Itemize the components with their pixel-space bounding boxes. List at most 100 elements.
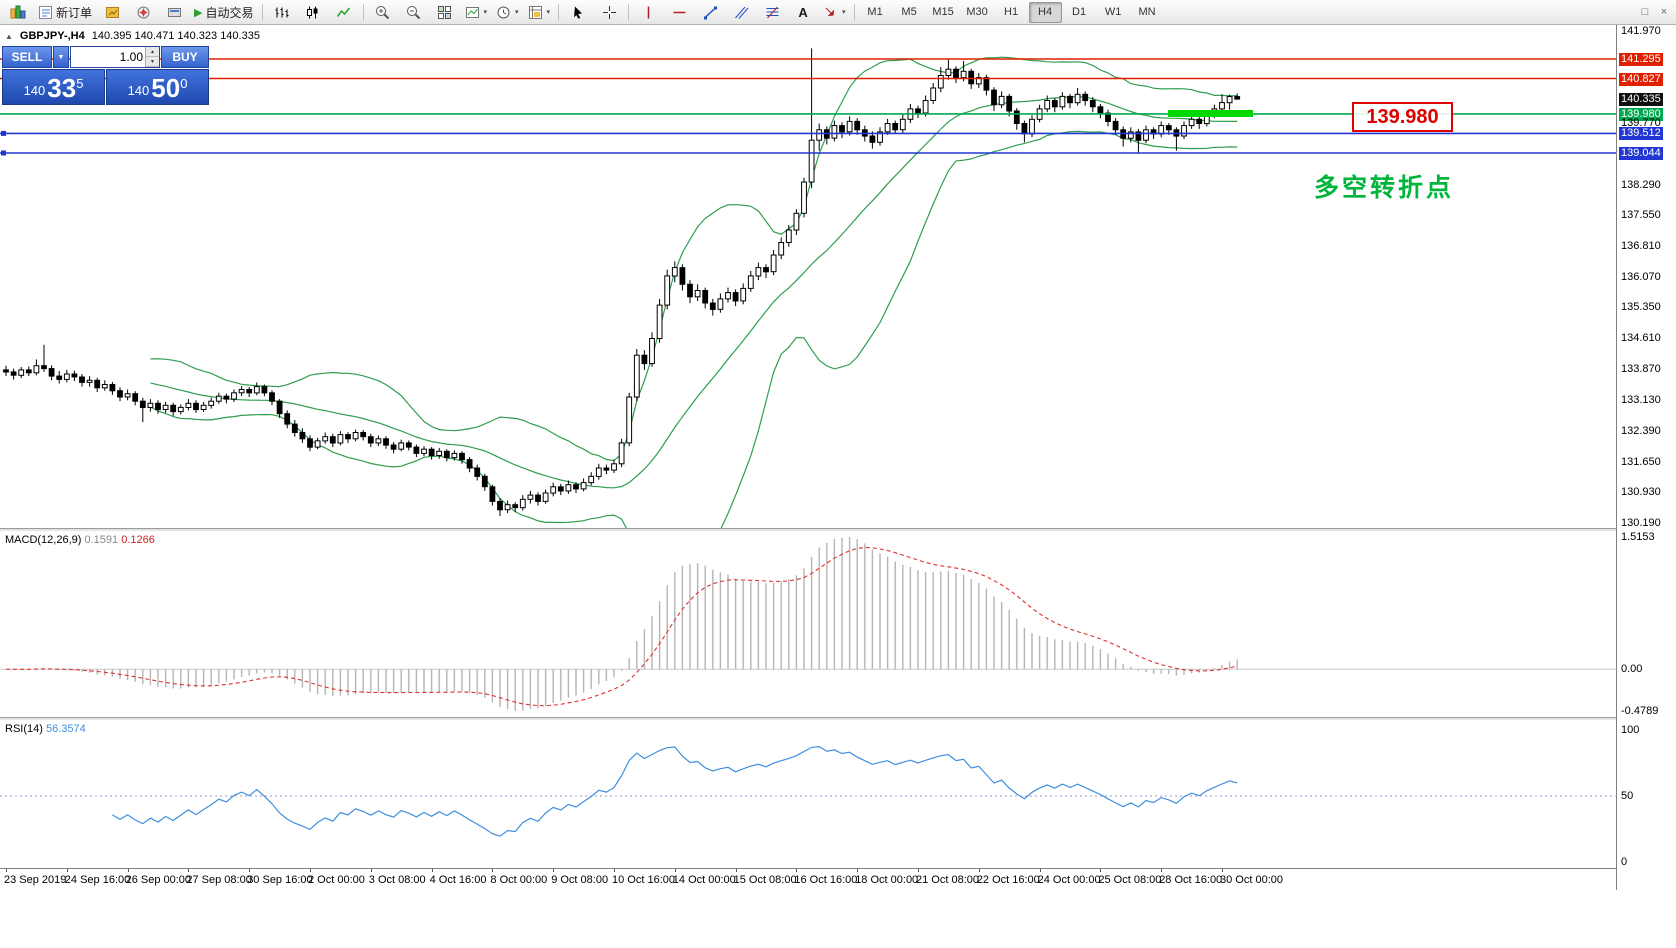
sell-price-big: 33 [47, 73, 77, 103]
time-axis[interactable]: 23 Sep 2019 24 Sep 16:00 26 Sep 00:00 27 Se… [0, 868, 1616, 890]
time-tick [1161, 869, 1163, 872]
timeframe-button-m15[interactable]: M15 [932, 6, 954, 18]
volume-dropdown-icon[interactable]: ▼ [53, 46, 69, 68]
channel-button[interactable] [726, 1, 756, 24]
timeframe-button-m1[interactable]: M1 [867, 6, 883, 18]
axis-label: 137.550 [1621, 209, 1661, 222]
text-button[interactable]: A [798, 4, 808, 20]
rsi-canvas[interactable] [0, 720, 1616, 868]
toolbar-separator [261, 3, 263, 21]
toolbar-separator [362, 3, 364, 21]
one-click-trading-panel: SELL ▼ ▲ ▼ BUY 140 33 5 140 50 0 [2, 46, 209, 105]
line-chart-button[interactable] [329, 1, 359, 24]
toolbar-separator [558, 3, 560, 21]
price-chart-canvas[interactable] [0, 25, 1616, 528]
vertical-line-icon [647, 6, 649, 18]
buy-price-display[interactable]: 140 50 0 [106, 69, 209, 105]
auto-trading-label: 自动交易 [205, 5, 254, 20]
axis-label: 0.00 [1621, 663, 1643, 676]
window-restore-icon[interactable]: □ [1641, 6, 1649, 18]
axis-label: 135.350 [1621, 301, 1661, 314]
timeframe-button-w1[interactable]: W1 [1104, 6, 1122, 18]
sell-button[interactable]: SELL [2, 46, 52, 68]
trendline-button[interactable] [695, 1, 725, 24]
volume-input[interactable] [71, 47, 145, 67]
horizontal-line-button[interactable] [664, 1, 694, 24]
volume-down-icon[interactable]: ▼ [146, 57, 159, 67]
navigator-button[interactable] [128, 1, 158, 24]
blue-axis-label: 139.512 [1619, 127, 1663, 141]
pane-divider[interactable] [0, 717, 1676, 720]
time-tick [492, 869, 494, 872]
rsi-value: 56.3574 [45, 723, 86, 735]
red-axis-label: 140.827 [1619, 72, 1663, 86]
new-order-label: 新订单 [56, 5, 93, 20]
candlestick-chart-button[interactable] [298, 1, 328, 24]
new-order-button[interactable]: 新订单 [34, 1, 96, 24]
buy-price-sup: 0 [180, 76, 188, 91]
time-axis-label: 23 Sep 2019 [4, 874, 67, 886]
crosshair-button[interactable] [594, 1, 624, 24]
play-icon: ▶ [194, 6, 203, 19]
macd-canvas[interactable] [0, 531, 1616, 717]
auto-trading-button[interactable]: ▶ 自动交易 [190, 1, 257, 24]
timeframe-button-m5[interactable]: M5 [901, 6, 917, 18]
price-axis-column[interactable]: 141.970 141.295 140.827 140.335 139.980 139.7… [1616, 25, 1676, 890]
arrow-tool-icon [825, 7, 835, 16]
sell-price-display[interactable]: 140 33 5 [2, 69, 105, 105]
time-tick [370, 869, 372, 872]
axis-label: -0.4789 [1621, 705, 1659, 717]
time-tick [249, 869, 251, 872]
time-tick [918, 869, 919, 872]
arrow-tools-button[interactable]: ▾ [819, 1, 850, 24]
dropdown-icon: ▾ [842, 9, 846, 16]
volume-stepper: ▲ ▼ [145, 47, 159, 67]
new-order-icon [39, 5, 52, 19]
tile-windows-button[interactable] [430, 1, 460, 24]
vertical-line-button[interactable] [633, 1, 663, 24]
cursor-button[interactable] [563, 1, 593, 24]
timeframe-button-h1[interactable]: H1 [1004, 6, 1019, 18]
volume-up-icon[interactable]: ▲ [146, 47, 159, 57]
chart-header: ▲ GBPJPY-,H4 140.395 140.471 140.323 140… [5, 30, 260, 42]
axis-label: 138.290 [1621, 178, 1661, 191]
timeframe-button-mn[interactable]: MN [1138, 6, 1156, 18]
timeframe-button-d1[interactable]: D1 [1072, 6, 1087, 18]
market-watch-button[interactable] [97, 1, 127, 24]
time-tick [127, 869, 129, 872]
time-axis-label: 10 Oct 16:00 [612, 874, 675, 886]
axis-label: 141.970 [1621, 25, 1661, 37]
turning-point-note[interactable]: 多空转折点 [1314, 174, 1455, 202]
fibonacci-button[interactable] [757, 1, 787, 24]
indicators-button[interactable]: ▾ [461, 1, 492, 24]
axis-label: 132.390 [1621, 424, 1661, 437]
templates-button[interactable]: ▾ [524, 1, 555, 24]
bar-chart-button[interactable] [267, 1, 297, 24]
axis-label: 50 [1621, 790, 1634, 802]
main-toolbar: 新订单 ▶ 自动交易 ▾ ▾ ▾ [0, 0, 1676, 25]
window-close-icon[interactable]: × [1660, 6, 1668, 18]
axis-label: 100 [1621, 724, 1640, 736]
horizontal-line-icon [673, 11, 686, 13]
templates-icon [528, 5, 542, 19]
navigator-icon [137, 6, 150, 18]
time-axis-label: 28 Oct 16:00 [1159, 874, 1223, 886]
clock-icon [497, 6, 510, 18]
collapse-panel-icon[interactable]: ▲ [5, 31, 13, 41]
periods-button[interactable]: ▾ [492, 1, 523, 24]
buy-button[interactable]: BUY [161, 46, 209, 68]
timeframe-button-m30[interactable]: M30 [966, 6, 988, 18]
zoom-out-icon [407, 5, 421, 19]
zoom-in-button[interactable] [368, 1, 398, 24]
pane-divider[interactable] [0, 528, 1676, 531]
axis-label: 130.190 [1621, 516, 1661, 529]
time-tick [1100, 869, 1102, 872]
zoom-out-button[interactable] [399, 1, 429, 24]
terminal-button[interactable] [159, 1, 189, 24]
price-annotation-box[interactable]: 139.980 [1352, 102, 1453, 132]
ohlc-values: 140.395 140.471 140.323 140.335 [91, 30, 260, 42]
timeframe-button-h4[interactable]: H4 [1028, 1, 1062, 23]
window-bottom-area [0, 890, 1676, 948]
time-axis-label: 22 Oct 16:00 [976, 874, 1040, 886]
indicators-icon [465, 6, 479, 18]
